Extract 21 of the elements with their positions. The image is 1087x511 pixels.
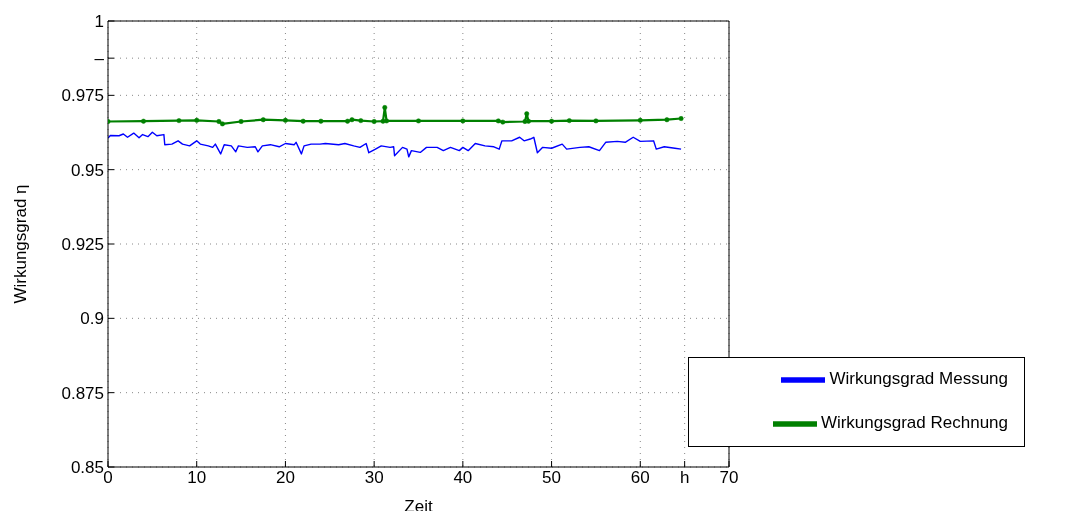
y-tick-label: 1: [94, 12, 104, 32]
x-tick-label: 20: [275, 468, 295, 488]
y-tick-label: 0.925: [61, 235, 104, 255]
x-tick-label: 30: [364, 468, 384, 488]
legend-label: Wirkungsgrad Messung: [829, 369, 1008, 389]
x-tick-label: 60: [630, 468, 650, 488]
x-tick-label: 10: [187, 468, 207, 488]
x-tick-label: 0: [103, 468, 113, 488]
x-tick-label: 70: [719, 468, 739, 488]
line-series: [108, 131, 682, 158]
x-tick-label: 40: [453, 468, 473, 488]
legend-label: Wirkungsgrad Rechnung: [820, 413, 1008, 433]
x-tick-label: 50: [542, 468, 562, 488]
y-axis-title: Wirkungsgrad η: [11, 184, 31, 304]
y-tick-label: 0.95: [70, 160, 104, 180]
x-tick-label: h: [679, 468, 690, 488]
y-tick-label: 0.85: [70, 458, 104, 478]
y-tick-label: 0.975: [61, 86, 104, 106]
y-tick-label: 0.875: [61, 383, 104, 403]
y-tick-label: 0.9: [80, 309, 104, 329]
y-tick-label: –: [94, 49, 105, 69]
